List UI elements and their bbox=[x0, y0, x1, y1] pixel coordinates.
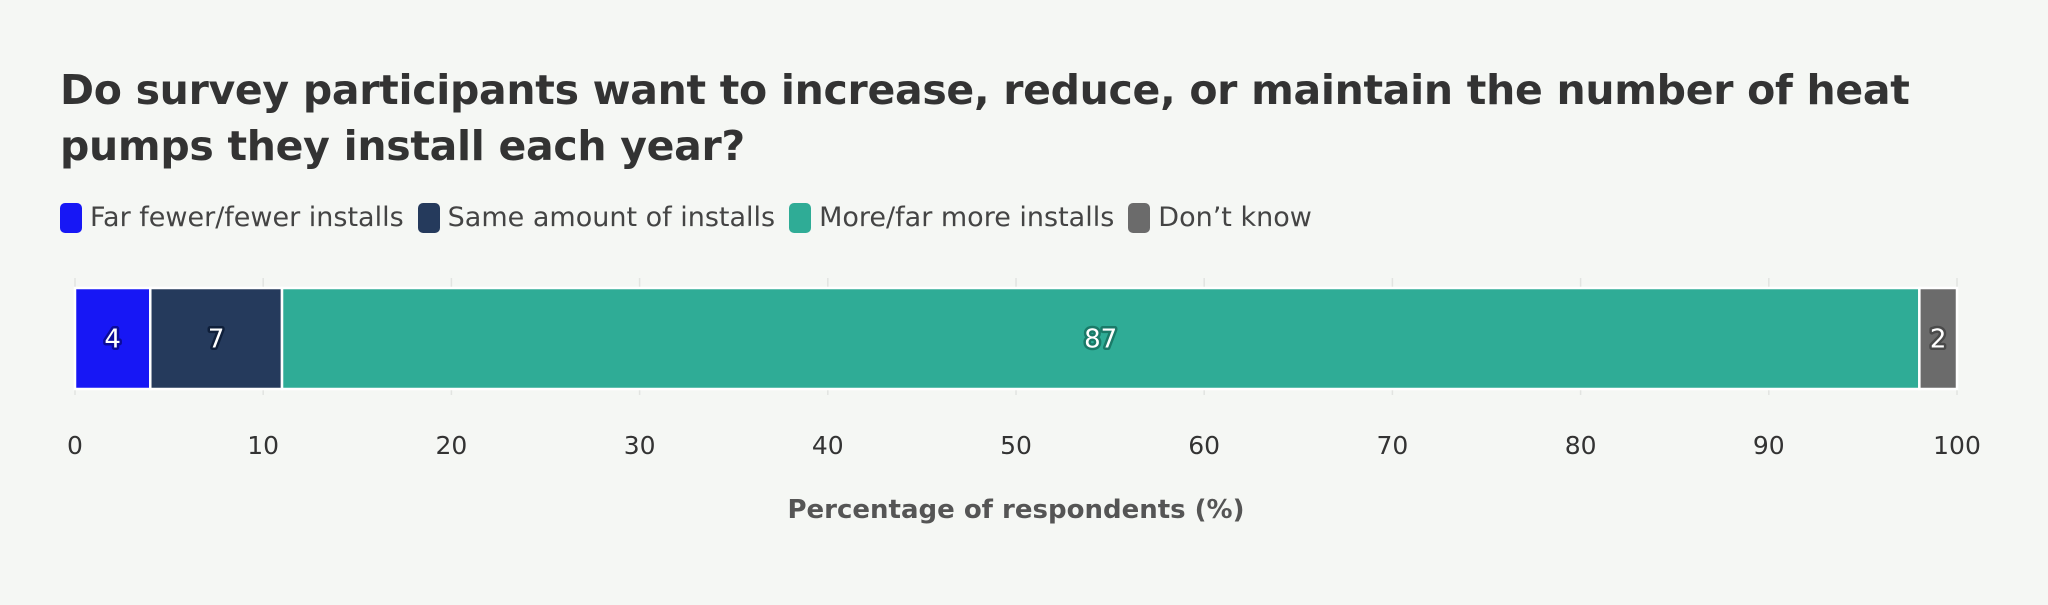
chart-title: Do survey participants want to increase,… bbox=[60, 66, 1910, 170]
bar-segment-same-amount-of-installs[interactable] bbox=[149, 286, 284, 391]
x-tick-label-70: 70 bbox=[1376, 431, 1408, 460]
data-label-don-t-know: 2 bbox=[1930, 325, 1947, 355]
x-tick-label-90: 90 bbox=[1753, 431, 1785, 460]
legend-label-fewer: Far fewer/fewer installs bbox=[90, 202, 404, 233]
legend-swatch-same bbox=[417, 202, 440, 233]
x-axis-ticks: 0 10 20 30 40 50 60 70 80 90 100 bbox=[67, 431, 1981, 460]
legend-swatch-fewer bbox=[60, 202, 82, 233]
x-tick-label-0: 0 bbox=[67, 431, 83, 460]
x-tick-label-80: 80 bbox=[1565, 431, 1597, 460]
legend-item-same[interactable]: Same amount of installs bbox=[417, 202, 776, 233]
data-label-more-far-more-installs: 87 bbox=[1084, 325, 1117, 355]
data-label-same-amount-of-installs: 7 bbox=[208, 325, 225, 355]
legend-label-more: More/far more installs bbox=[819, 202, 1115, 233]
x-axis-title: Percentage of respondents (%) bbox=[787, 495, 1244, 525]
x-tick-label-100: 100 bbox=[1933, 431, 1981, 460]
bar-segment-don-t-know[interactable] bbox=[1918, 286, 1959, 391]
bars: 4 7 87 2 bbox=[73, 286, 1959, 391]
x-tick-label-50: 50 bbox=[1000, 431, 1032, 460]
x-tick-label-20: 20 bbox=[435, 431, 467, 460]
legend-label-same: Same amount of installs bbox=[447, 202, 776, 233]
legend-item-fewer[interactable]: Far fewer/fewer installs bbox=[60, 202, 404, 233]
legend-swatch-more bbox=[789, 202, 812, 233]
legend-swatch-dont-know bbox=[1128, 202, 1151, 233]
legend-label-dont-know: Don’t know bbox=[1158, 202, 1312, 233]
bar-segment-more-far-more-installs[interactable] bbox=[280, 286, 1921, 391]
bar-segment-far-fewer-fewer-installs[interactable] bbox=[73, 286, 152, 391]
legend-item-dont-know[interactable]: Don’t know bbox=[1128, 202, 1312, 233]
x-tick-label-10: 10 bbox=[247, 431, 279, 460]
legend-item-more[interactable]: More/far more installs bbox=[789, 202, 1114, 233]
legend: Far fewer/fewer installs Same amount of … bbox=[60, 202, 1326, 233]
x-tick-label-30: 30 bbox=[624, 431, 656, 460]
x-tick-label-60: 60 bbox=[1188, 431, 1220, 460]
data-label-far-fewer-fewer-installs: 4 bbox=[104, 325, 121, 355]
x-tick-label-40: 40 bbox=[812, 431, 844, 460]
